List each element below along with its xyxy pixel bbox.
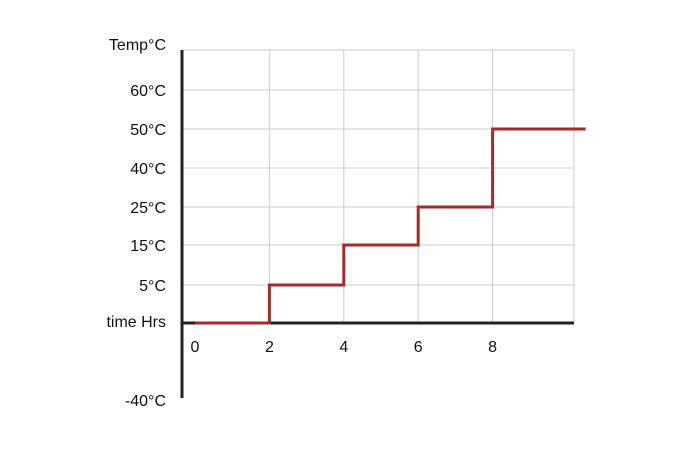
y-tick-label-4: 15°C — [130, 238, 166, 255]
y-tick-label-1: 50°C — [130, 122, 166, 139]
y-axis-title: Temp°C — [109, 37, 166, 54]
y-tick-label-3: 25°C — [130, 200, 166, 217]
y-tick-label-2: 40°C — [130, 161, 166, 178]
x-tick-label-2: 4 — [339, 339, 348, 356]
label-layer: Temp°C 60°C 50°C 40°C 25°C 15°C 5°C time Hrs -40… — [106, 37, 497, 410]
series-line-0 — [195, 127, 586, 325]
x-tick-label-4: 8 — [488, 339, 497, 356]
grid-layer — [182, 49, 575, 323]
x-tick-label-0: 0 — [191, 339, 200, 356]
x-axis-title: time Hrs — [106, 314, 166, 331]
y-tick-label-0: 60°C — [130, 83, 166, 100]
y-tick-label-5: 5°C — [139, 278, 166, 295]
x-tick-label-3: 6 — [414, 339, 423, 356]
axis-layer — [180, 50, 574, 398]
series-layer — [195, 127, 586, 325]
y-bottom-label: -40°C — [125, 393, 166, 410]
x-tick-label-1: 2 — [265, 339, 274, 356]
